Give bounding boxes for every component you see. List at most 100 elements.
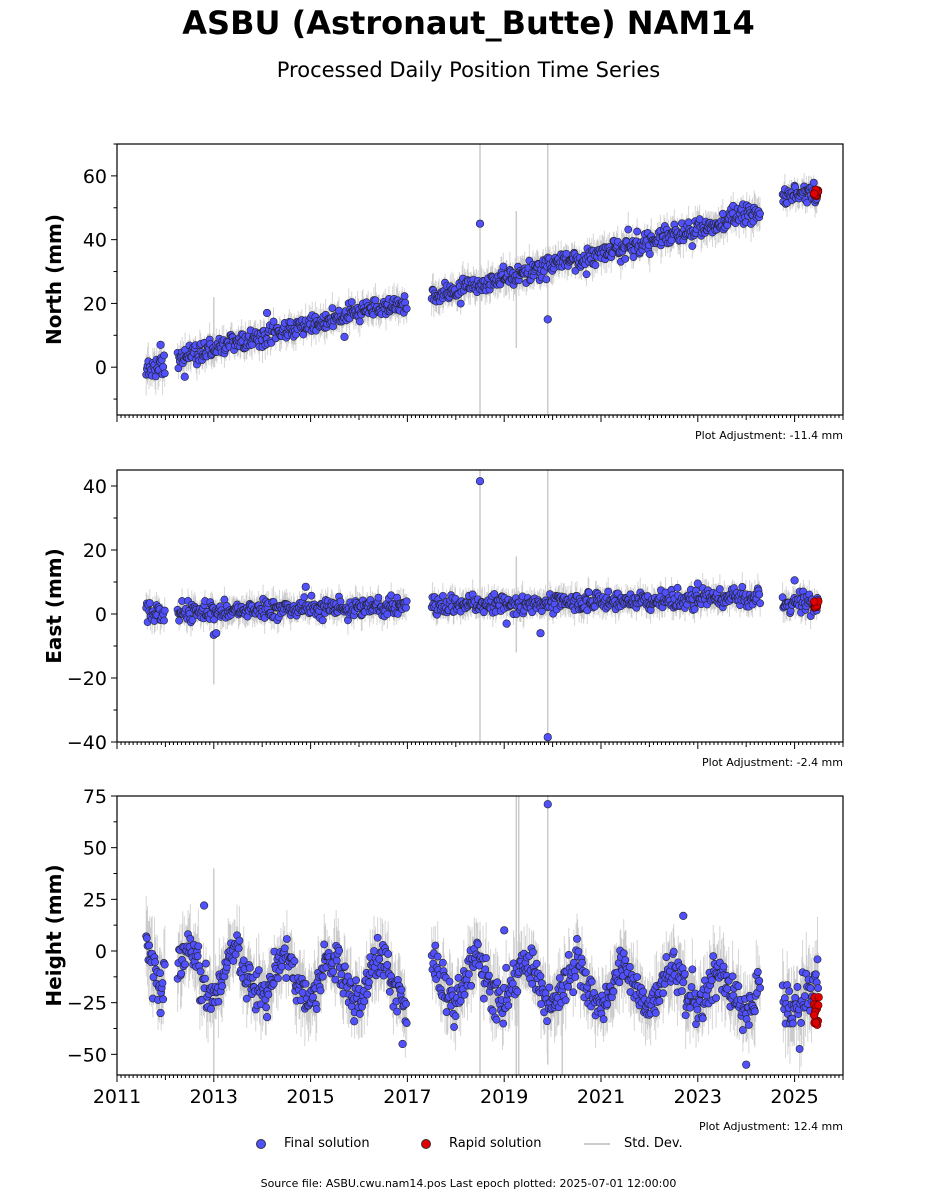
final-point	[242, 994, 251, 1003]
final-point	[374, 593, 383, 602]
outlier-point	[543, 733, 552, 742]
final-point	[584, 588, 593, 597]
final-point	[755, 590, 764, 599]
final-point	[756, 599, 765, 608]
final-point	[364, 978, 373, 987]
final-solution-points	[142, 178, 823, 381]
outlier-point	[301, 582, 310, 591]
final-point	[269, 317, 278, 326]
final-point	[160, 606, 169, 615]
final-point	[402, 304, 411, 313]
outlier-point	[475, 477, 485, 486]
final-point	[393, 609, 402, 618]
final-point	[718, 209, 727, 218]
final-point	[337, 970, 346, 979]
final-point	[454, 973, 463, 982]
final-point	[196, 967, 205, 976]
rapid-point	[810, 189, 819, 198]
final-point	[300, 593, 309, 602]
final-point	[207, 1005, 215, 1013]
final-point	[460, 990, 469, 999]
y-tick-label: −40	[67, 732, 107, 754]
y-tick-label: −20	[67, 668, 107, 690]
y-tick-label: 0	[95, 604, 107, 626]
final-point	[645, 250, 654, 258]
final-point	[234, 944, 243, 953]
final-point	[451, 1012, 460, 1021]
final-point	[467, 981, 476, 990]
y-tick-label: 40	[83, 476, 107, 498]
final-point	[402, 999, 410, 1008]
final-point	[393, 1007, 401, 1016]
chart-title: ASBU (Astronaut_Butte) NAM14	[182, 4, 755, 42]
final-point	[282, 935, 291, 943]
final-point	[145, 941, 154, 950]
final-point	[214, 997, 223, 1006]
rapid-solution-points	[810, 597, 823, 612]
final-point	[355, 317, 364, 326]
final-point	[633, 227, 642, 236]
final-point	[188, 616, 197, 624]
final-point	[194, 942, 203, 951]
final-point	[499, 262, 508, 271]
final-point	[688, 242, 697, 251]
outlier-point	[340, 332, 349, 341]
final-point	[402, 603, 410, 612]
final-point	[385, 987, 394, 996]
final-point	[331, 975, 340, 984]
panel-2: −40 −20 0 20 40 East (mm) Plot Adjustment: -2.…	[42, 469, 844, 769]
final-point	[673, 583, 682, 592]
panel-2-data	[142, 470, 823, 742]
final-point	[186, 934, 195, 943]
final-point	[229, 957, 238, 965]
final-point	[809, 178, 818, 187]
panel-1: 0 20 40 60 North (mm) Plot Adjustment: -11.4 …	[42, 143, 844, 442]
final-point	[684, 218, 693, 227]
final-point	[309, 993, 317, 1002]
final-point	[456, 299, 465, 308]
final-point	[438, 591, 447, 600]
final-point	[341, 962, 349, 971]
y-tick-label: 20	[83, 540, 107, 562]
final-point	[307, 591, 316, 600]
final-point	[318, 972, 327, 981]
final-point	[431, 941, 440, 950]
final-point	[235, 936, 244, 945]
y-tick-label: 40	[83, 230, 107, 252]
final-point	[373, 933, 382, 942]
final-point	[312, 1005, 321, 1014]
final-point	[318, 616, 327, 625]
final-point	[145, 599, 154, 607]
outlier-point	[475, 219, 485, 228]
final-point	[738, 583, 747, 591]
final-point	[177, 969, 186, 978]
outlier-point	[543, 315, 552, 324]
final-point	[332, 956, 341, 965]
panel-1-data	[142, 144, 823, 415]
final-point	[363, 990, 372, 999]
outlier-point	[262, 308, 272, 318]
final-point	[352, 976, 361, 985]
final-point	[438, 958, 447, 967]
final-point	[336, 597, 345, 606]
final-point	[328, 304, 337, 312]
final-point	[690, 605, 699, 614]
outlier-point	[502, 619, 511, 628]
final-point	[316, 986, 325, 995]
panel-3-data	[142, 796, 823, 1075]
final-point	[383, 610, 392, 619]
outlier-point	[536, 629, 545, 638]
final-point	[464, 970, 473, 979]
final-point	[159, 995, 168, 1004]
outlier-point	[693, 579, 702, 588]
final-point	[160, 351, 168, 360]
final-point	[715, 585, 724, 593]
final-point	[202, 959, 210, 968]
final-point	[803, 198, 811, 207]
final-point	[290, 957, 299, 965]
final-point	[160, 960, 169, 969]
final-point	[239, 956, 248, 965]
final-point	[175, 616, 183, 625]
